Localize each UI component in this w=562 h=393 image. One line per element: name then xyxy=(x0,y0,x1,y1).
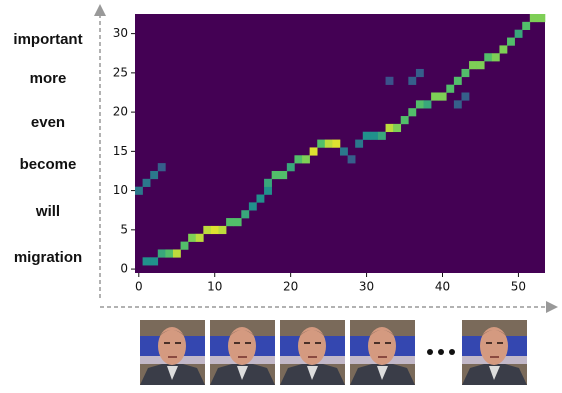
word-label: migration xyxy=(14,249,82,266)
cell xyxy=(294,155,303,164)
x-tick-label: 20 xyxy=(283,280,298,294)
cell xyxy=(355,139,364,148)
y-tick-label: 5 xyxy=(120,222,128,236)
cell xyxy=(218,225,227,235)
y-tick-label: 30 xyxy=(113,26,128,40)
cell xyxy=(385,76,394,85)
cell xyxy=(476,61,485,70)
frame xyxy=(350,320,415,385)
frame xyxy=(280,320,345,385)
cell xyxy=(446,84,455,93)
cell xyxy=(514,29,523,38)
cell xyxy=(142,257,151,266)
cell xyxy=(340,147,348,156)
cell xyxy=(499,45,508,54)
cell xyxy=(461,92,470,101)
cell xyxy=(195,233,204,242)
cell xyxy=(469,61,477,70)
y-tick-label: 25 xyxy=(113,65,128,79)
word-label: even xyxy=(31,114,65,131)
cell xyxy=(332,139,341,148)
cell xyxy=(233,218,242,227)
cell xyxy=(188,233,197,242)
cell xyxy=(438,92,447,101)
cell xyxy=(248,202,257,211)
cell xyxy=(172,249,181,258)
cell xyxy=(241,210,250,219)
cell xyxy=(362,131,371,140)
cell xyxy=(157,249,166,258)
word-label: more xyxy=(30,70,67,87)
frame xyxy=(462,320,527,385)
frame xyxy=(210,320,275,385)
cell xyxy=(370,131,379,140)
cell xyxy=(453,76,462,85)
ellipsis xyxy=(427,349,455,355)
cell xyxy=(264,186,272,195)
cell xyxy=(507,37,515,46)
cell xyxy=(461,68,470,78)
cell xyxy=(400,116,409,125)
word-label: become xyxy=(20,156,77,173)
cell xyxy=(203,225,212,235)
cell xyxy=(484,53,493,62)
x-tick-label: 0 xyxy=(135,280,143,294)
y-tick-label: 0 xyxy=(120,262,128,276)
cell xyxy=(393,123,402,133)
cell xyxy=(537,14,546,23)
word-label: important xyxy=(13,31,82,48)
y-tick-label: 10 xyxy=(113,183,128,197)
cell xyxy=(142,178,151,187)
word-label: will xyxy=(35,203,60,220)
cell xyxy=(150,257,159,266)
cell xyxy=(415,68,424,78)
y-tick-label: 20 xyxy=(113,105,128,119)
cell xyxy=(324,139,333,148)
cell xyxy=(385,123,394,133)
cell xyxy=(491,53,500,62)
cell xyxy=(317,139,326,148)
cell xyxy=(408,76,417,85)
cell xyxy=(423,100,432,109)
cell xyxy=(529,14,538,23)
cell xyxy=(150,170,159,180)
cell xyxy=(408,108,417,117)
cell xyxy=(226,218,235,227)
x-tick-label: 50 xyxy=(511,280,526,294)
cell xyxy=(165,249,174,258)
x-tick-label: 30 xyxy=(359,280,374,294)
cell xyxy=(347,155,356,164)
cell xyxy=(415,100,424,109)
y-tick-label: 15 xyxy=(113,144,128,158)
cell xyxy=(271,170,280,180)
cell xyxy=(180,241,189,250)
cell xyxy=(431,92,440,101)
frame xyxy=(140,320,205,385)
cell xyxy=(453,100,462,109)
cell xyxy=(302,155,310,164)
cell xyxy=(279,170,288,180)
cell xyxy=(264,178,272,187)
cell xyxy=(135,186,143,195)
cell xyxy=(522,21,531,30)
cell xyxy=(309,147,318,156)
cell xyxy=(157,163,166,172)
cell xyxy=(256,194,265,203)
cell xyxy=(210,225,219,235)
x-tick-label: 40 xyxy=(435,280,450,294)
x-tick-label: 10 xyxy=(207,280,222,294)
cell xyxy=(377,131,386,140)
cell xyxy=(286,163,295,172)
